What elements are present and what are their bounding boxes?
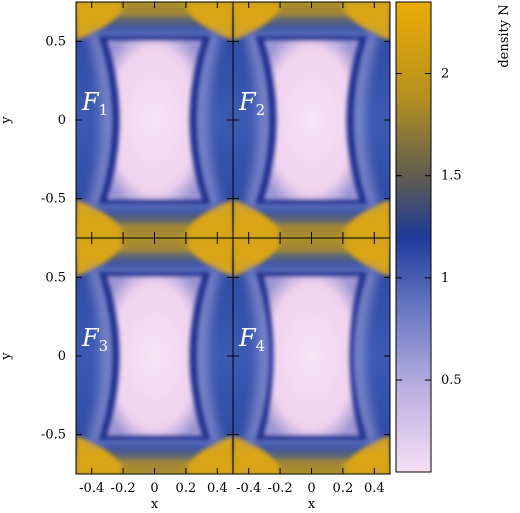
x-tick-label: 0.2	[333, 481, 354, 496]
x-tick-label: -0.2	[268, 481, 293, 496]
x-tick-label: 0.2	[176, 481, 197, 496]
panel-2: F2	[232, 1, 391, 239]
x-axis-label: x	[151, 497, 159, 512]
low-density-core	[106, 276, 203, 436]
x-tick-label: 0.4	[207, 481, 228, 496]
low-density-core	[263, 276, 360, 436]
x-tick-label: -0.4	[79, 481, 104, 496]
y-tick-label: -0.5	[41, 192, 66, 207]
x-tick-label: -0.4	[236, 481, 261, 496]
colorbar-gradient	[395, 1, 432, 473]
colorbar: 0.5 1 1.5 2 density N	[395, 1, 512, 473]
x-axis-label: x	[308, 497, 316, 512]
y-tick-label: 0.5	[45, 270, 66, 285]
x-tick-label: 0.4	[364, 481, 385, 496]
x-tick-label: 0	[307, 481, 315, 496]
y-tick-label: -0.5	[41, 428, 66, 443]
colorbar-tick-label: 0.5	[441, 373, 462, 388]
panel-label-1: F1	[81, 88, 108, 119]
x-tick-label: -0.2	[111, 481, 136, 496]
colorbar-tick-label: 1	[441, 271, 449, 286]
y-tick-label: 0	[58, 349, 66, 364]
y-tick-label: 0	[58, 113, 66, 128]
low-density-core	[106, 40, 203, 200]
low-density-core	[263, 40, 360, 200]
panel-1: F1	[75, 1, 234, 239]
panel-4: F4	[232, 237, 391, 475]
panel-3: F3	[75, 237, 234, 475]
y-tick-label: 0.5	[45, 34, 66, 49]
colorbar-tick-label: 2	[441, 67, 449, 82]
colorbar-tick-label: 1.5	[441, 169, 462, 184]
y-axis-label: y	[0, 116, 14, 125]
x-tick-label: 0	[150, 481, 158, 496]
y-axis-label: y	[0, 352, 14, 361]
colorbar-label: density N	[497, 4, 512, 67]
